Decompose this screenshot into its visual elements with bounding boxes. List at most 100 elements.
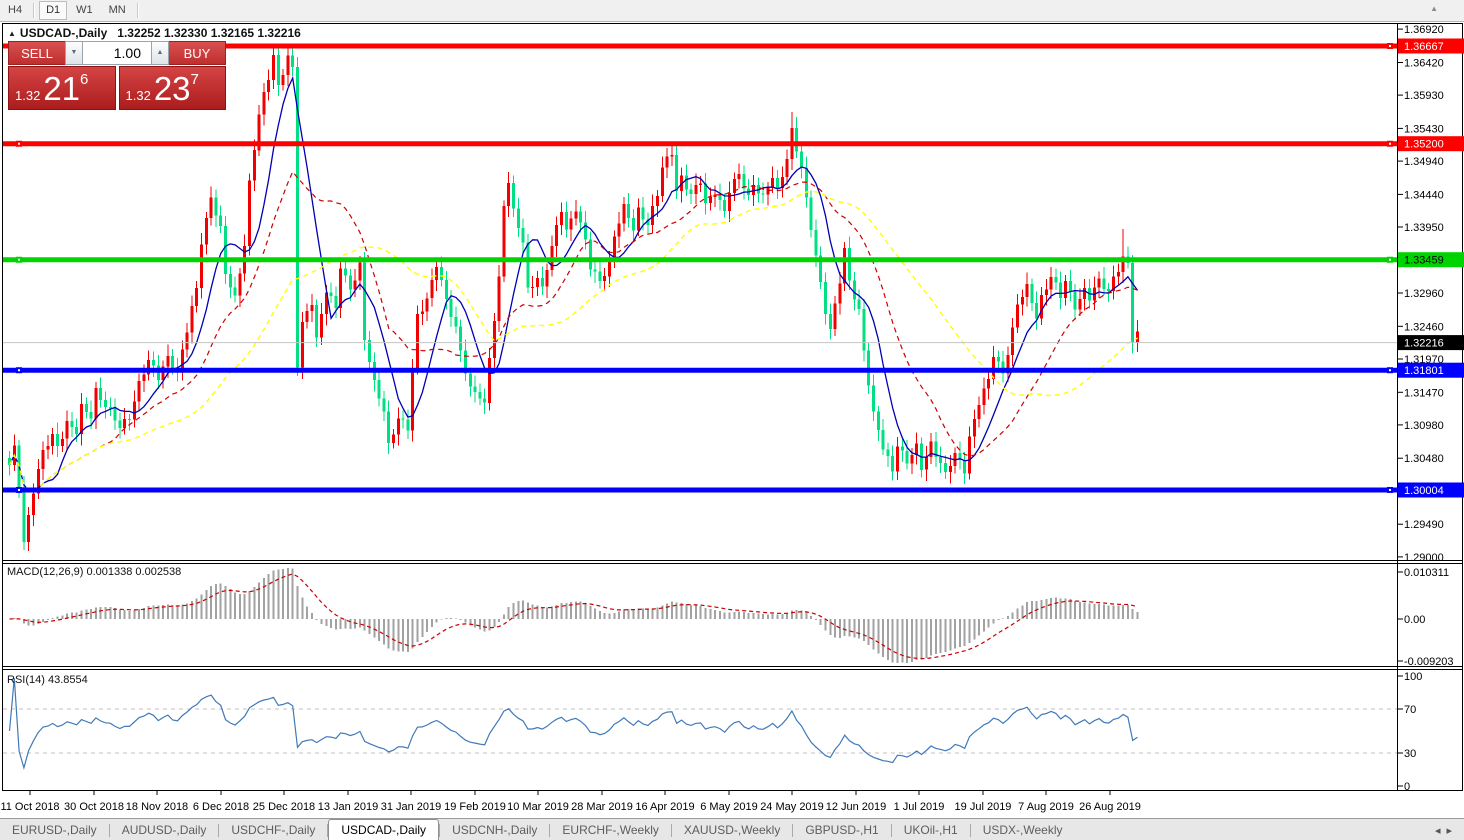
tab-divider <box>549 824 551 837</box>
sell-price-box[interactable]: 1.32 21 6 <box>8 66 116 110</box>
price-badge-label: 1.32216 <box>1404 338 1444 350</box>
timeframe-button-mn[interactable]: MN <box>108 4 126 16</box>
chart-tab-audusd[interactable]: AUDUSD-,Daily <box>121 823 207 837</box>
x-axis-date-label: 28 Mar 2019 <box>571 801 633 813</box>
chart-tab-ukoil[interactable]: UKOil-,H1 <box>903 823 958 837</box>
volume-field[interactable]: 1.00 <box>83 41 151 65</box>
chart-title: ▲ USDCAD-,Daily 1.32252 1.32330 1.32165 1.… <box>8 26 301 40</box>
volume-increase-button[interactable]: ▲ <box>151 41 169 65</box>
tabs-scroll-right-icon[interactable]: ▸ <box>1446 825 1458 837</box>
price-badge <box>1398 38 1464 54</box>
x-axis-date-label: 6 Dec 2018 <box>193 801 249 813</box>
x-axis-date-label: 11 Oct 2018 <box>0 801 59 813</box>
line-handle-dot <box>18 258 20 261</box>
collapse-arrow-icon[interactable]: ▲ <box>8 29 16 38</box>
tab-divider <box>792 824 794 837</box>
chart-tab-xauusd[interactable]: XAUUSD-,Weekly <box>683 823 781 837</box>
moving-average-42 <box>8 190 1138 493</box>
tab-divider <box>890 824 892 837</box>
moving-average-8 <box>8 75 1139 492</box>
macd-scale-label: -0.009203 <box>1404 656 1454 668</box>
tab-divider <box>108 824 110 837</box>
price-badge <box>1398 482 1464 498</box>
x-axis-date-label: 31 Jan 2019 <box>381 801 442 813</box>
y-axis-tick-label: 1.32960 <box>1404 288 1444 300</box>
line-handle-dot <box>18 369 20 372</box>
y-axis-tick-label: 1.33950 <box>1404 222 1444 234</box>
line-handle-dot <box>1389 142 1391 145</box>
line-handle-dot <box>1389 45 1391 47</box>
macd-signal-line <box>9 573 1138 660</box>
macd-label: MACD(12,26,9) 0.001338 0.002538 <box>7 566 182 578</box>
line-handle-dot <box>1389 258 1391 261</box>
x-axis-date-label: 7 Aug 2019 <box>1018 801 1074 813</box>
rsi-scale-label: 100 <box>1404 671 1422 683</box>
tab-divider <box>969 824 971 837</box>
y-axis-tick-label: 1.29490 <box>1404 519 1444 531</box>
sell-price-sup: 6 <box>80 71 89 88</box>
y-axis-tick-label: 1.31470 <box>1404 387 1444 399</box>
rsi-label: RSI(14) 43.8554 <box>7 674 88 686</box>
y-axis-tick-label: 1.30980 <box>1404 420 1444 432</box>
timeframe-toolbar: ▲ H4 D1 W1 MN <box>0 0 1464 22</box>
moving-average-20 <box>8 170 1138 492</box>
y-axis-tick-label: 1.32460 <box>1404 321 1444 333</box>
price-badge-label: 1.36667 <box>1404 41 1444 53</box>
price-badge-label: 1.35200 <box>1404 139 1444 151</box>
y-axis-tick-label: 1.29000 <box>1404 552 1444 564</box>
price-badge-label: 1.30004 <box>1404 485 1444 497</box>
macd-scale-label: 0.00 <box>1404 614 1425 626</box>
line-handle-dot <box>1389 369 1391 372</box>
x-axis-date-label: 30 Oct 2018 <box>64 801 124 813</box>
price-badge <box>1398 252 1464 268</box>
rsi-scale-label: 30 <box>1404 748 1416 760</box>
ohlc-values: 1.32252 1.32330 1.32165 1.32216 <box>117 26 301 40</box>
line-handle-dot <box>18 488 20 491</box>
buy-price-prefix: 1.32 <box>125 88 151 103</box>
toolbar-overflow-icon[interactable]: ▲ <box>1430 4 1438 13</box>
x-axis-date-label: 24 May 2019 <box>760 801 824 813</box>
volume-decrease-button[interactable]: ▼ <box>65 41 83 65</box>
chart-tabs-bar: EURUSD-,Daily AUDUSD-,Daily USDCHF-,Daily U… <box>0 818 1464 840</box>
line-handle-dot <box>18 142 20 145</box>
tab-divider <box>218 824 220 837</box>
y-axis-tick-label: 1.36420 <box>1404 57 1444 69</box>
x-axis-date-label: 18 Nov 2018 <box>126 801 188 813</box>
toolbar-separator <box>33 3 36 18</box>
price-badge <box>1398 362 1464 378</box>
chart-tab-usdcnh[interactable]: USDCNH-,Daily <box>452 823 538 837</box>
rsi-scale-label: 0 <box>1404 781 1410 793</box>
rsi-scale-label: 70 <box>1404 704 1416 716</box>
rsi-line <box>8 678 1138 771</box>
chart-tab-usdcad[interactable]: USDCAD-,Daily <box>328 819 440 840</box>
chart-background <box>0 21 1464 840</box>
x-axis-date-label: 25 Dec 2018 <box>253 801 315 813</box>
candlestick-series <box>8 43 1139 551</box>
sell-price-big: 21 <box>43 70 81 107</box>
tab-divider <box>670 824 672 837</box>
tab-divider <box>439 824 441 837</box>
price-badge <box>1398 136 1464 152</box>
sell-button[interactable]: SELL <box>8 41 65 65</box>
chart-tab-gbpusd[interactable]: GBPUSD-,H1 <box>805 823 879 837</box>
buy-price-box[interactable]: 1.32 23 7 <box>118 66 226 110</box>
macd-histogram <box>13 568 1139 663</box>
timeframe-button-w1[interactable]: W1 <box>76 4 93 16</box>
chart-tab-eurchf[interactable]: EURCHF-,Weekly <box>562 823 659 837</box>
chart-tab-usdx[interactable]: USDX-,Weekly <box>982 823 1063 837</box>
x-axis-date-label: 13 Jan 2019 <box>318 801 379 813</box>
toolbar-separator <box>136 3 139 18</box>
sell-price-prefix: 1.32 <box>15 88 41 103</box>
chart-tab-usdchf[interactable]: USDCHF-,Daily <box>231 823 316 837</box>
y-axis-tick-label: 1.35430 <box>1404 123 1444 135</box>
price-badge-label: 1.31801 <box>1404 365 1444 377</box>
buy-button[interactable]: BUY <box>169 41 226 65</box>
timeframe-button-h4[interactable]: H4 <box>8 4 23 16</box>
tabs-scroll-left-icon[interactable]: ◂ <box>1434 825 1447 837</box>
x-axis-date-label: 1 Jul 2019 <box>894 801 945 813</box>
chart-tab-eurusd[interactable]: EURUSD-,Daily <box>12 823 97 837</box>
timeframe-button-d1[interactable]: D1 <box>39 1 68 20</box>
y-axis-tick-label: 1.34940 <box>1404 156 1444 168</box>
